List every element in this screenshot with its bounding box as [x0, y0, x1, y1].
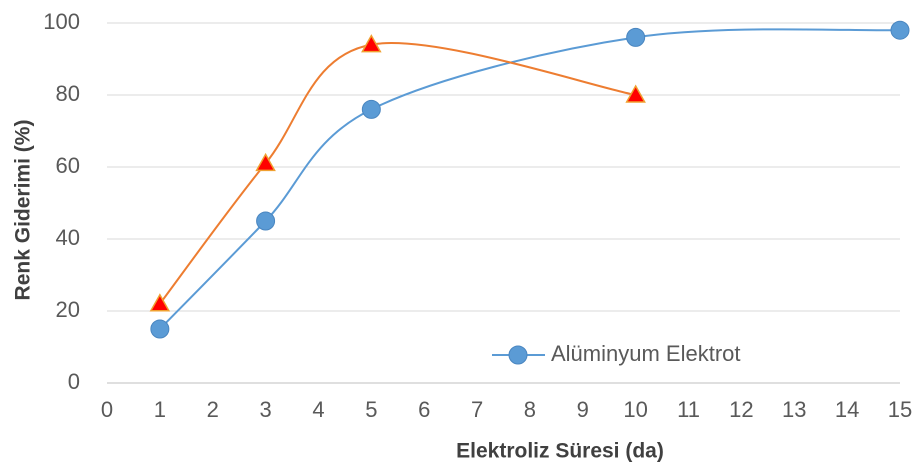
- marker: [256, 211, 276, 231]
- marker: [255, 152, 276, 172]
- x-tick-label: 14: [835, 397, 859, 422]
- marker: [625, 84, 646, 103]
- x-axis-title: Elektroliz Süresi (da): [456, 440, 664, 463]
- y-axis-title: Renk Giderimi (%): [12, 120, 35, 301]
- x-tick-label: 11: [677, 397, 700, 422]
- x-tick-label: 6: [418, 397, 430, 422]
- y-tick-label: 60: [56, 153, 80, 178]
- marker: [890, 20, 910, 40]
- y-tick-label: 0: [68, 369, 80, 394]
- x-tick-label: 9: [577, 397, 589, 422]
- series-line: [159, 28, 901, 330]
- x-tick-label: 15: [888, 397, 912, 422]
- legend-marker: [508, 345, 528, 365]
- x-tick-label: 12: [729, 397, 753, 422]
- x-tick-label: 5: [365, 397, 377, 422]
- x-tick-label: 3: [259, 397, 271, 422]
- x-tick-label: 10: [623, 397, 647, 422]
- x-tick-label: 1: [154, 397, 166, 422]
- y-tick-label: 20: [56, 297, 80, 322]
- x-tick-label: 2: [207, 397, 219, 422]
- x-tick-label: 13: [782, 397, 806, 422]
- y-tick-label: 80: [56, 81, 80, 106]
- marker: [150, 319, 170, 339]
- marker: [361, 99, 381, 119]
- y-tick-label: 100: [43, 9, 80, 34]
- legend-label: Alüminyum Elektrot: [551, 341, 741, 366]
- x-tick-label: 0: [101, 397, 113, 422]
- series-line: [159, 42, 636, 305]
- y-tick-label: 40: [56, 225, 80, 250]
- x-tick-label: 4: [312, 397, 324, 422]
- marker: [361, 34, 382, 53]
- marker: [626, 27, 646, 47]
- marker: [149, 293, 171, 312]
- x-tick-label: 7: [471, 397, 483, 422]
- x-tick-label: 8: [524, 397, 536, 422]
